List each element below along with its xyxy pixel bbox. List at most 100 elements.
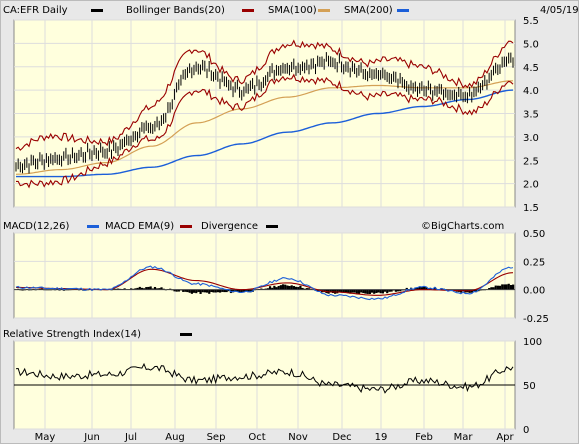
y-tick-label: 2.5 [523,156,539,167]
y-tick-label: 2.0 [523,180,539,191]
divergence-bar [173,289,176,292]
divergence-bar [496,285,500,290]
divergence-bar [349,289,352,294]
divergence-bar [238,289,241,293]
sma100-label: SMA(100) [268,5,317,16]
macd-ema-label: MACD EMA(9) [105,221,174,232]
divergence-bar [501,284,504,290]
divergence-bar [219,289,222,293]
macd-swatch [87,225,99,228]
divergence-bar [470,289,473,293]
divergence-bar [420,286,424,290]
divergence-bar [399,289,402,292]
x-tick-label: Jun [83,432,100,443]
divergence-bar [247,289,250,293]
divergence-bar [509,285,513,290]
divergence-bar [195,289,198,294]
divergence-bar [297,287,300,290]
symbol-label: CA:EFR Daily [3,5,68,16]
divergence-bar [138,286,141,290]
divergence-bar [490,287,493,290]
sma200-swatch [397,9,409,12]
x-axis: May Jun Jul Aug Sep Oct Nov Dec 19 Feb Mar Apr [35,432,515,443]
y-tick-label: 1.5 [523,203,539,214]
rsi-y-ticks: 0 50 100 [523,337,542,436]
divergence-bar [143,288,146,290]
divergence-bar [175,289,178,292]
divergence-bar [394,289,398,292]
bollinger-lower [16,73,514,189]
divergence-bar [468,289,471,293]
divergence-bar [249,289,252,293]
divergence-bar [462,289,465,291]
date-label: 4/05/19 [540,5,579,16]
divergence-bar [186,289,189,293]
divergence-bar [342,289,345,293]
divergence-bar [184,289,187,292]
divergence-bar [366,289,369,294]
divergence-bar [221,289,224,292]
divergence-bar [344,289,348,293]
divergence-bar [268,286,272,290]
divergence-bar [373,289,376,294]
sma100-swatch [318,9,330,12]
divergence-bar [192,289,196,293]
x-tick-label: Dec [332,432,351,443]
divergence-bar [225,289,228,293]
divergence-bar [305,288,309,290]
divergence-bar [364,289,367,294]
divergence-bar [273,285,276,290]
macd-series [14,265,515,301]
x-tick-label: Oct [248,432,265,443]
x-tick-label: Jul [124,432,137,443]
divergence-bar [275,287,278,290]
divergence-bar [294,286,298,290]
y-tick-label: 3.5 [523,110,539,121]
divergence-bar [123,288,126,290]
divergence-bar [279,285,282,290]
divergence-bar [425,286,428,290]
divergence-bar [210,289,213,293]
macd-panel [13,232,516,319]
divergence-bar [505,284,508,290]
divergence-bar [377,289,380,293]
y-tick-label: 0.50 [523,229,545,240]
x-tick-label: Aug [165,432,185,443]
divergence-bar [353,289,356,293]
y-tick-label: 0.00 [523,286,545,297]
divergence-bar [368,289,371,295]
divergence-bar [197,289,200,292]
divergence-bar [360,289,363,293]
divergence-bar [512,284,515,290]
rsi-swatch [180,333,192,336]
divergence-bar [140,287,144,290]
price-legend: CA:EFR Daily Bollinger Bands(20) SMA(100… [3,5,579,16]
bollinger-upper [15,39,514,151]
divergence-bar [117,288,120,290]
divergence-bar [375,289,378,294]
divergence-bar [288,285,291,290]
divergence-bar [284,284,287,290]
divergence-bar [418,286,421,290]
macd-legend: MACD(12,26) MACD EMA(9) Divergence ©BigC… [3,221,504,232]
rsi-legend: Relative Strength Index(14) [3,329,192,340]
divergence-bar [340,289,343,293]
y-tick-label: 100 [523,337,542,348]
divergence-bar [264,288,267,290]
divergence-bar [475,289,478,293]
divergence-bar [331,289,335,294]
divergence-bar [271,287,274,290]
x-tick-label: Feb [415,432,433,443]
divergence-bar [379,289,382,294]
divergence-bar [316,289,319,292]
rsi-line [15,362,514,394]
price-y-ticks: 1.5 2.0 2.5 3.0 3.5 4.0 4.5 5.0 5.5 [523,16,539,214]
divergence-bar [281,284,285,290]
y-tick-label: 4.5 [523,63,539,74]
divergence-bar [62,289,65,291]
divergence-bar [188,289,191,293]
divergence-bar [292,286,295,290]
y-tick-label: 4.0 [523,86,539,97]
divergence-bar [160,287,163,290]
